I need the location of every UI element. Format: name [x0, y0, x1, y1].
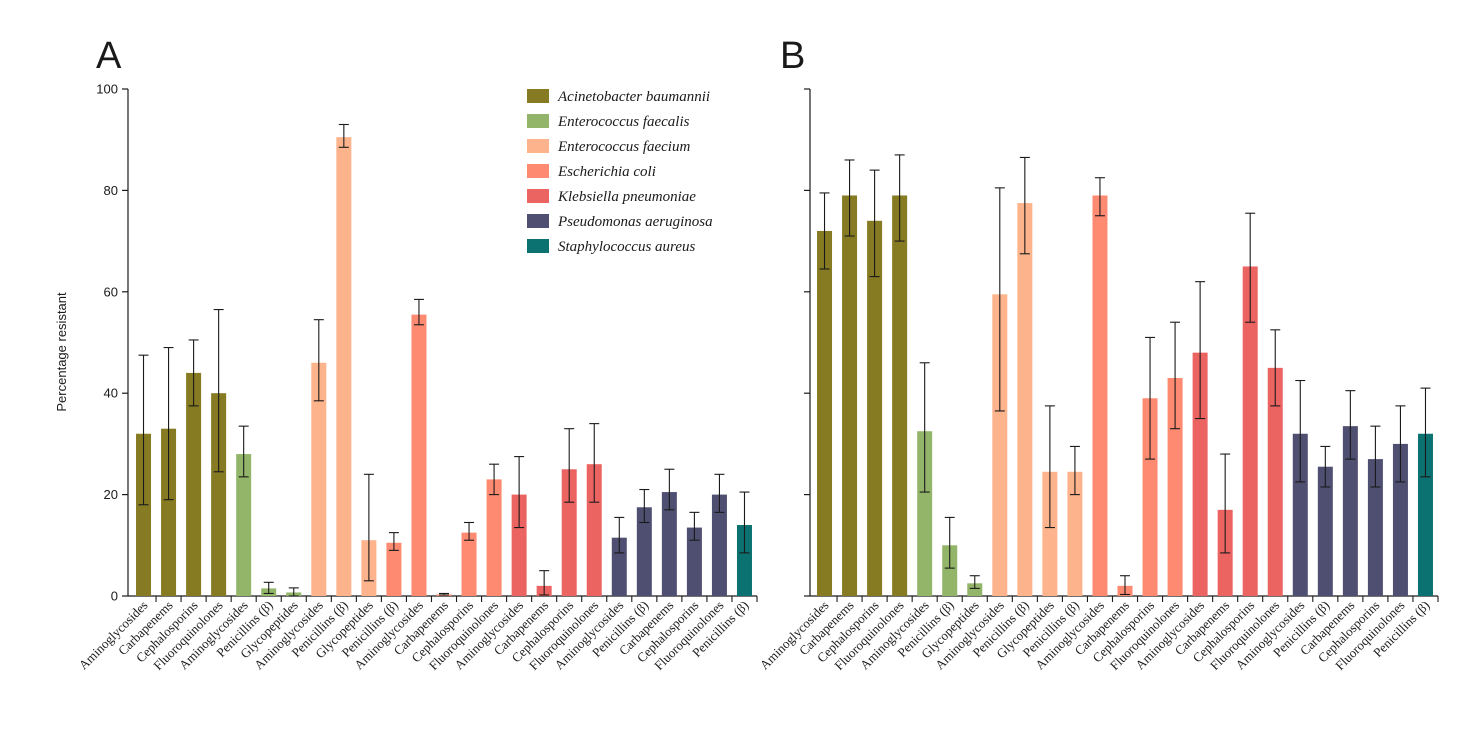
bar	[992, 294, 1008, 596]
bar	[1367, 459, 1383, 596]
legend-swatch	[527, 89, 549, 103]
bar	[967, 583, 983, 596]
bar	[411, 314, 427, 596]
legend-entry: Enterococcus faecium	[557, 139, 690, 155]
bar	[186, 372, 202, 596]
bar	[661, 492, 677, 596]
bar	[1017, 203, 1033, 596]
bar	[867, 220, 883, 596]
legend-entry: Staphylococcus aureus	[558, 239, 695, 255]
bar	[386, 542, 402, 596]
legend-entry: Escherichia coli	[557, 164, 656, 180]
legend-entry: Pseudomonas aeruginosa	[557, 214, 713, 230]
bar	[211, 393, 227, 596]
bar	[1092, 195, 1108, 596]
bar	[636, 507, 652, 596]
y-tick-label: 40	[104, 386, 118, 401]
bar	[842, 195, 858, 596]
bar	[311, 362, 327, 596]
bar	[161, 428, 177, 596]
panel-b-label: B	[780, 35, 805, 77]
legend-swatch	[527, 189, 549, 203]
bar	[611, 537, 627, 596]
bar	[1167, 377, 1183, 596]
bar	[736, 525, 752, 596]
legend-entry: Enterococcus faecalis	[557, 114, 690, 130]
y-tick-label: 60	[104, 284, 118, 299]
legend-swatch	[527, 214, 549, 228]
bar	[1292, 433, 1308, 596]
bar	[511, 494, 527, 596]
panel-a-label: A	[96, 35, 122, 77]
bar	[942, 545, 958, 596]
y-axis-title: Percentage resistant	[54, 292, 69, 412]
bar	[1242, 266, 1258, 596]
bar	[1342, 426, 1358, 596]
bar	[236, 454, 252, 596]
bar	[1317, 466, 1333, 596]
legend-entry: Klebsiella pneumoniae	[557, 189, 696, 205]
bar	[561, 469, 577, 596]
bar	[686, 527, 702, 596]
bar	[136, 433, 152, 596]
bar	[1417, 433, 1433, 596]
bar	[917, 431, 933, 596]
y-tick-label: 20	[104, 487, 118, 502]
legend: Acinetobacter baumannii Enterococcus faec…	[527, 89, 713, 255]
bar	[1267, 367, 1283, 596]
y-tick-label: 100	[96, 82, 118, 97]
panel-b-plot: AminoglycosidesCarbapenemsCephalosporins…	[757, 88, 1439, 673]
bar	[892, 195, 908, 596]
bar	[1042, 471, 1058, 596]
bar	[1192, 352, 1208, 596]
bar	[711, 494, 727, 596]
legend-swatch	[527, 239, 549, 253]
bar	[817, 230, 833, 596]
legend-swatch	[527, 139, 549, 153]
bar	[1067, 471, 1083, 596]
bar	[1142, 398, 1158, 596]
bar	[586, 464, 602, 596]
legend-entry: Acinetobacter baumannii	[557, 89, 710, 105]
y-tick-label: 0	[111, 589, 118, 604]
bar	[336, 137, 352, 597]
legend-swatch	[527, 164, 549, 178]
legend-swatch	[527, 114, 549, 128]
y-tick-label: 80	[104, 183, 118, 198]
bar	[461, 532, 477, 596]
bar	[486, 479, 502, 596]
